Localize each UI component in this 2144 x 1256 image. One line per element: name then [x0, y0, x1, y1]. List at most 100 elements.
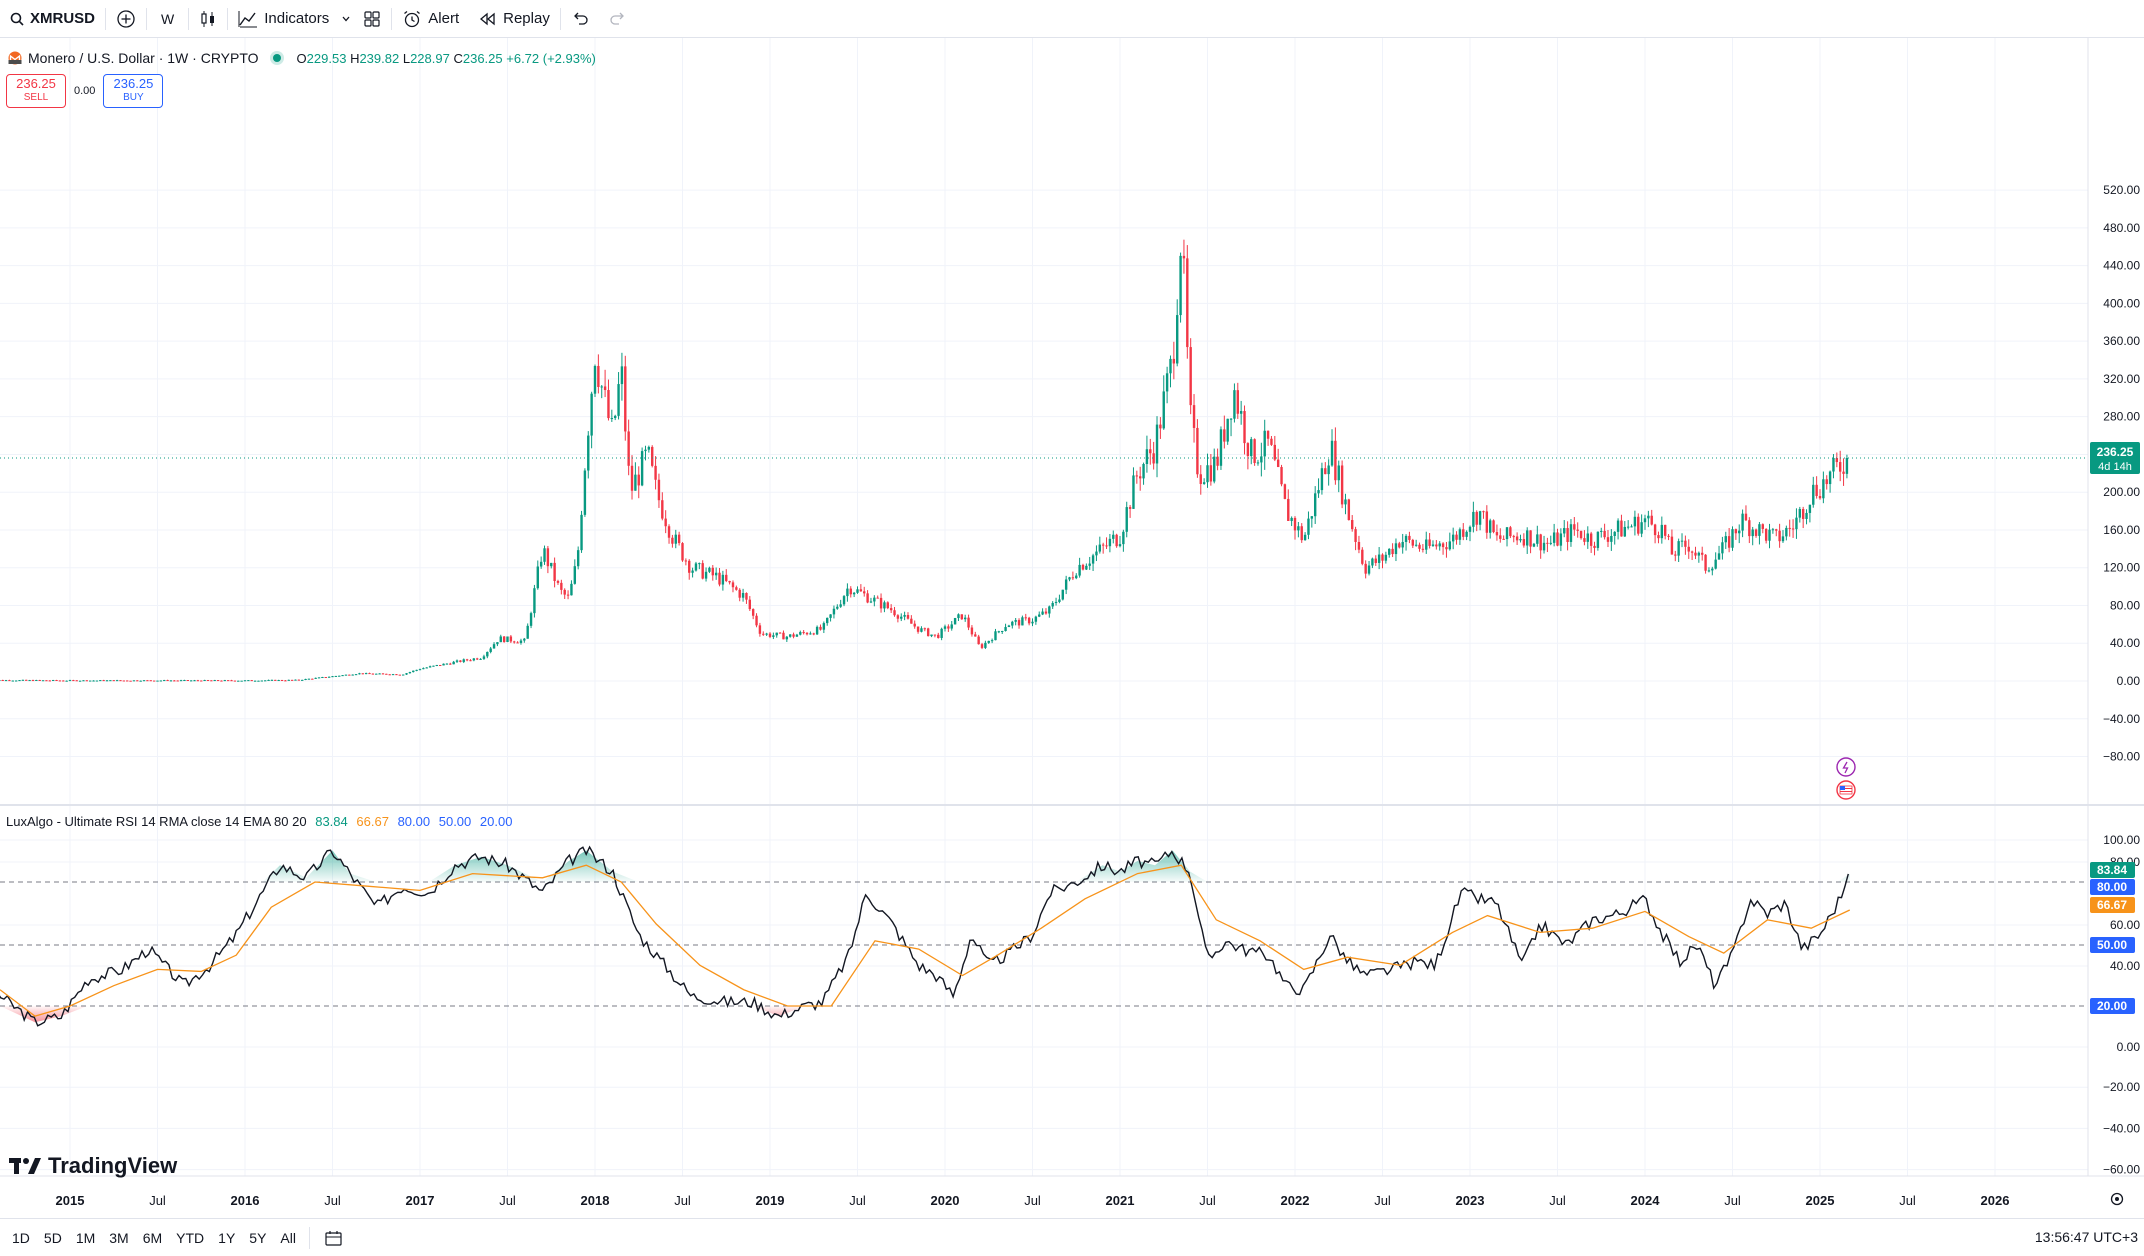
symbol-title[interactable]: Monero / U.S. Dollar · 1W · CRYPTO — [28, 50, 259, 66]
layouts-button[interactable] — [353, 0, 391, 37]
us-flag-icon[interactable] — [1836, 780, 1856, 800]
candle-body — [1176, 315, 1179, 364]
candle-body — [1526, 530, 1529, 546]
candle-body — [1825, 479, 1828, 485]
candle-body — [529, 613, 533, 626]
chart-area[interactable]: 2015 Jul 2016 Jul 2017 Jul 2018 Jul 2019 Jul 2020 J… — [0, 38, 2144, 1218]
candle-body — [331, 676, 334, 678]
candle-body — [1441, 543, 1445, 548]
candle-body — [1226, 418, 1229, 442]
candle-body — [903, 615, 906, 617]
goto-date-button[interactable] — [316, 1229, 352, 1247]
x-tick-label: Jul — [1724, 1193, 1741, 1208]
candle-body — [684, 560, 688, 562]
candle-body — [233, 680, 237, 682]
candle-body — [1556, 532, 1559, 546]
range-button-all[interactable]: All — [280, 1229, 296, 1246]
range-button-ytd[interactable]: YTD — [176, 1229, 205, 1246]
candle-body — [1398, 543, 1401, 548]
candle-body — [1660, 524, 1664, 539]
candle-body — [1135, 475, 1139, 477]
candle-body — [883, 602, 886, 609]
rsi-axis-badge — [2090, 937, 2135, 953]
x-tick-label: 2026 — [1981, 1193, 2010, 1208]
candle-body — [590, 393, 593, 436]
candle-body — [926, 628, 930, 637]
market-status-dot — [272, 54, 281, 62]
candle-body — [1647, 515, 1650, 519]
candle-body — [290, 679, 294, 681]
range-button-5d[interactable]: 5D — [43, 1229, 62, 1246]
candle-body — [1509, 527, 1512, 537]
candle-body — [472, 658, 476, 661]
range-button-6m[interactable]: 6M — [142, 1229, 163, 1246]
gear-icon[interactable] — [2110, 1192, 2124, 1206]
redo-button[interactable] — [599, 0, 637, 37]
redo-icon — [610, 12, 624, 25]
range-button-1d[interactable]: 1D — [12, 1229, 30, 1246]
rsi-legend[interactable]: LuxAlgo - Ultimate RSI 14 RMA close 14 E… — [6, 814, 512, 829]
candle-body — [1522, 539, 1526, 546]
clock-timezone[interactable]: 13:56:47 UTC+3 — [2034, 1229, 2138, 1245]
range-button-1y[interactable]: 1Y — [218, 1229, 236, 1246]
candle-body — [1828, 471, 1832, 485]
candle-body — [459, 660, 462, 662]
candle-body — [1172, 358, 1176, 364]
indicators-button[interactable]: Indicators — [228, 0, 339, 37]
buy-button[interactable]: 236.25 BUY — [103, 74, 164, 108]
undo-button[interactable] — [561, 0, 599, 37]
candle-body — [1512, 536, 1515, 538]
candle-body — [1462, 529, 1465, 537]
tradingview-logo[interactable]: TradingView — [8, 1153, 177, 1179]
candle-body — [152, 680, 156, 682]
candle-body — [401, 674, 405, 676]
candle-body — [287, 679, 290, 681]
chart-type-button[interactable] — [189, 0, 227, 37]
candle-body — [304, 678, 307, 680]
candle-body — [243, 680, 247, 682]
candle-body — [1105, 545, 1108, 547]
candle-body — [425, 667, 428, 669]
range-button-5y[interactable]: 5Y — [249, 1229, 267, 1246]
candle-body — [267, 679, 270, 681]
candle-body — [1822, 479, 1825, 499]
candle-body — [270, 679, 274, 681]
candle-body — [1724, 536, 1727, 543]
price-tick-label: 480.00 — [2103, 221, 2140, 235]
candle-body — [1539, 534, 1542, 551]
range-button-1m[interactable]: 1M — [75, 1229, 96, 1246]
symbol-search[interactable]: XMRUSD — [0, 0, 105, 37]
candle-body — [435, 664, 439, 666]
candle-body — [1431, 544, 1435, 546]
candle-body — [1145, 449, 1149, 465]
candle-body — [1458, 529, 1462, 540]
candle-body — [1451, 534, 1455, 542]
candle-body — [25, 679, 28, 681]
candle-body — [499, 636, 502, 643]
replay-button[interactable]: Replay — [469, 0, 560, 37]
candle-body — [651, 446, 654, 466]
candle-body — [990, 640, 994, 642]
candle-body — [1835, 458, 1839, 463]
candle-body — [657, 479, 661, 501]
lightning-icon[interactable] — [1836, 757, 1856, 777]
candle-body — [1320, 468, 1324, 491]
interval-button[interactable]: W — [147, 0, 188, 37]
candle-body — [48, 680, 52, 682]
candle-body — [957, 614, 960, 619]
candle-body — [1276, 459, 1280, 468]
candle-body — [1, 680, 4, 682]
rsi-line — [0, 845, 1849, 1027]
candle-body — [469, 660, 472, 662]
candle-body — [758, 625, 762, 634]
candle-body — [388, 674, 391, 676]
range-button-3m[interactable]: 3M — [109, 1229, 129, 1246]
sell-button[interactable]: 236.25 SELL — [6, 74, 66, 108]
candle-body — [1502, 538, 1505, 540]
candle-body — [1388, 548, 1391, 555]
candle-body — [943, 626, 947, 629]
alert-button[interactable]: Alert — [392, 0, 469, 37]
compare-button[interactable] — [106, 0, 146, 37]
indicators-dropdown[interactable] — [339, 0, 353, 37]
rsi-axis-badge — [2090, 998, 2135, 1014]
